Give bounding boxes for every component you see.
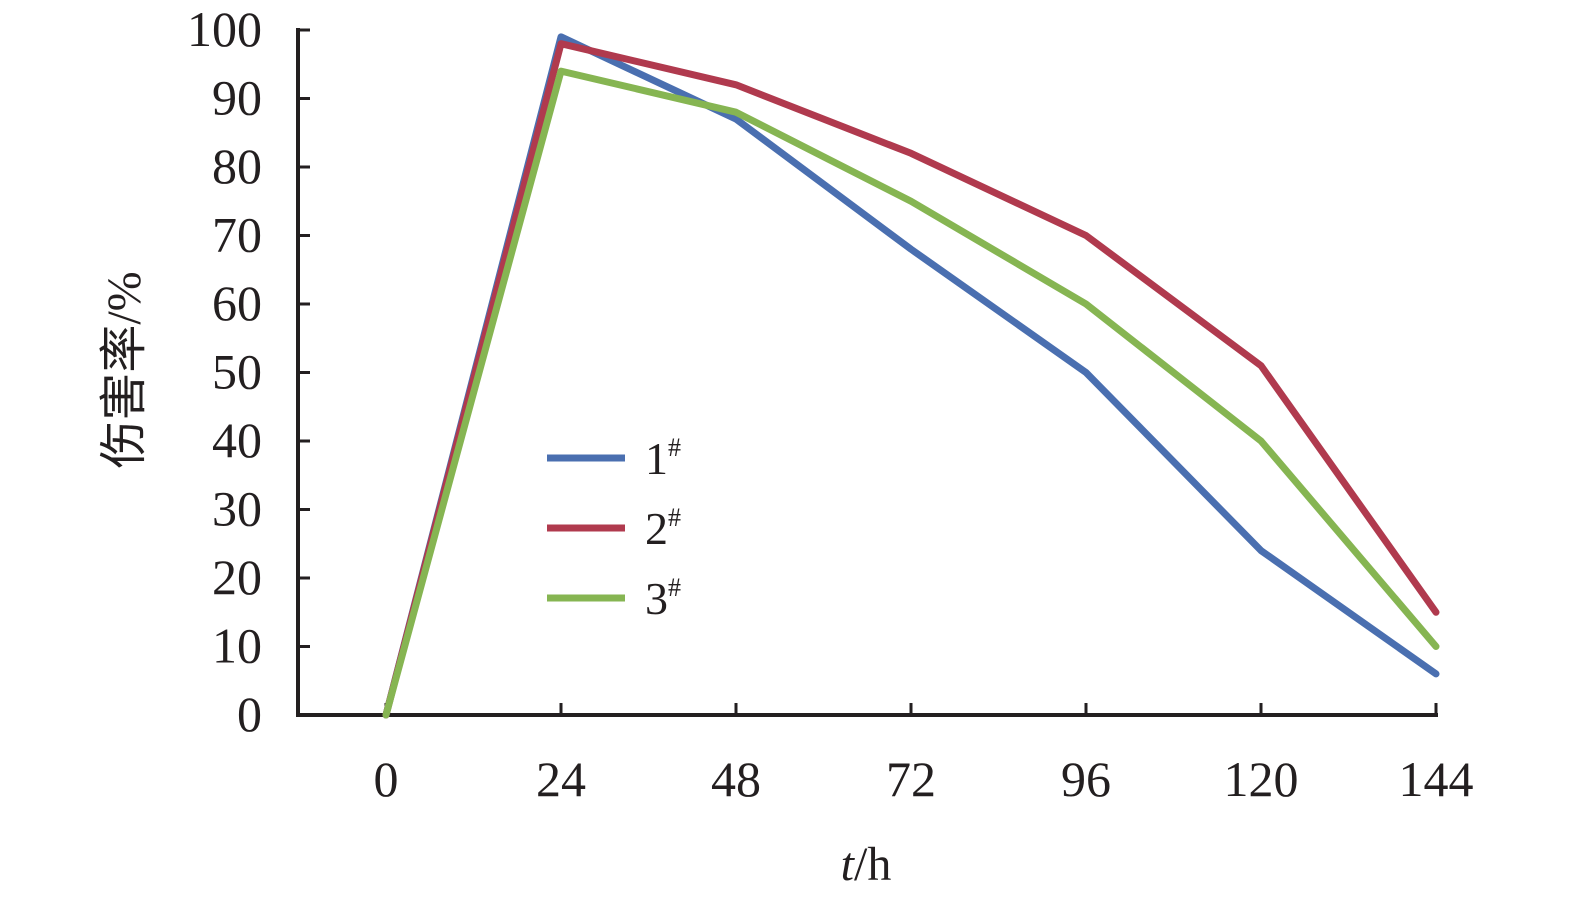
data-point [908,246,914,252]
x-axis-ticks: 0 24 48 72 96 120 144 [374,703,1474,807]
data-point [1258,438,1264,444]
y-tick-label: 30 [212,481,262,537]
legend-label-superscript: # [668,573,681,602]
y-tick-label: 50 [212,344,262,400]
data-point [733,82,739,88]
y-tick-label: 100 [187,1,262,57]
y-tick-label: 0 [237,686,262,742]
x-axis-title: t/h [841,838,892,891]
data-point [908,150,914,156]
y-tick-label: 20 [212,549,262,605]
legend-label-name: 3 [645,573,668,624]
x-tick-label: 48 [711,751,761,807]
x-tick-label: 120 [1224,751,1299,807]
x-tick-label: 0 [374,751,399,807]
legend-label: 3# [645,573,681,624]
y-axis-ticks: 0 10 20 30 40 50 60 70 80 90 100 [187,1,310,742]
x-tick-label: 96 [1061,751,1111,807]
data-point [1433,671,1439,677]
legend-label-superscript: # [668,433,681,462]
data-point [1083,301,1089,307]
legend-label: 2# [645,503,681,554]
legend-label-superscript: # [668,503,681,532]
data-point [733,109,739,115]
data-point [558,41,564,47]
y-tick-label: 10 [212,618,262,674]
data-point [1433,644,1439,649]
series-lines [382,33,1440,719]
y-tick-label: 70 [212,207,262,263]
legend-label-name: 1 [645,433,668,484]
x-axis-unit: /h [854,838,891,891]
data-point [1433,609,1439,615]
data-point [1258,363,1264,369]
data-point [1083,370,1089,375]
data-point [1258,548,1264,554]
x-tick-label: 24 [536,751,586,807]
data-point [1083,233,1089,238]
y-axis-title: 伤害率/% [98,271,151,468]
y-tick-label: 60 [212,275,262,331]
y-tick-label: 90 [212,70,262,126]
legend-label-name: 2 [645,503,668,554]
legend-label: 1# [645,433,681,484]
data-point [908,198,914,204]
data-point [383,712,389,718]
data-point [558,68,564,74]
y-tick-label: 40 [212,412,262,468]
x-tick-label: 72 [886,751,936,807]
legend: 1#2#3# [547,433,681,624]
data-point [558,34,564,40]
x-axis-variable: t [841,838,856,891]
y-tick-label: 80 [212,138,262,194]
x-tick-label: 144 [1399,751,1474,807]
data-point [733,116,739,122]
